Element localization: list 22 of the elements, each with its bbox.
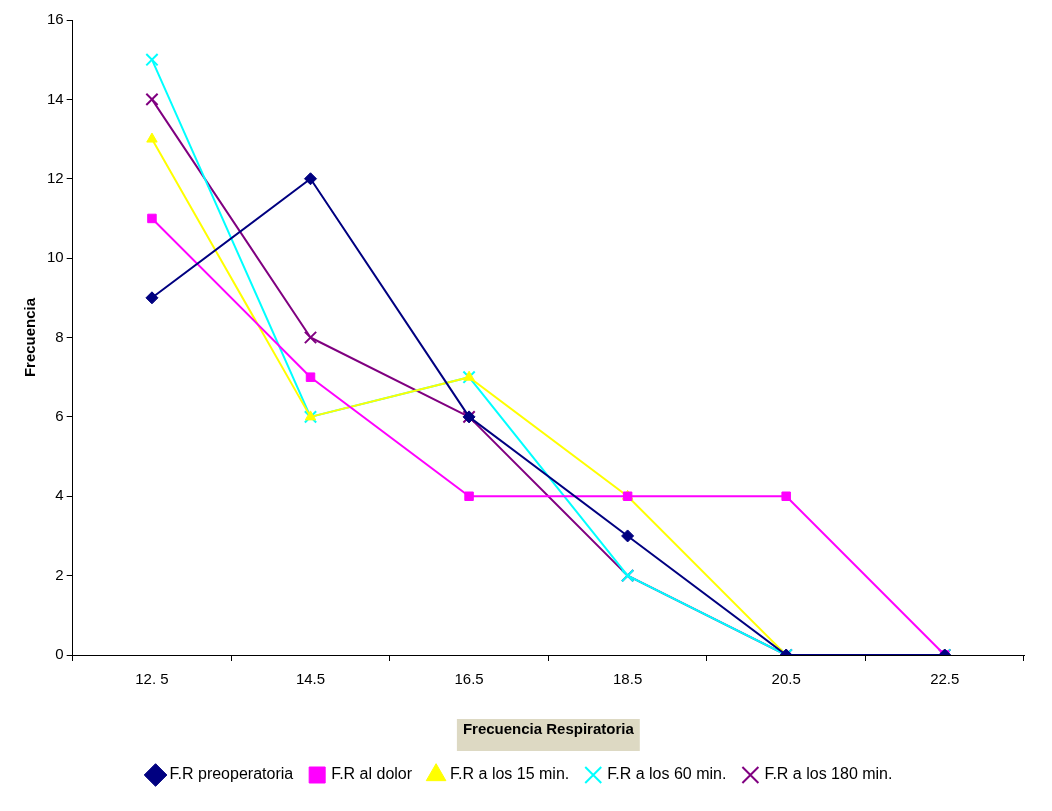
legend-label: F.R a los 15 min. <box>450 765 570 783</box>
legend-label: F.R a los 60 min. <box>607 765 727 783</box>
x-tick-label: 18.5 <box>613 670 643 688</box>
x-tick-label: 14.5 <box>295 670 326 688</box>
y-tick-label: 14 <box>47 89 64 107</box>
x-tick-label: 22.5 <box>930 670 960 688</box>
y-tick-label: 2 <box>55 565 64 583</box>
y-tick-label: 10 <box>47 248 64 266</box>
y-tick-label: 8 <box>55 327 64 345</box>
y-tick-label: 12 <box>47 168 64 186</box>
legend-label: F.R preoperatoria <box>169 765 294 783</box>
x-axis-title: Frecuencia Respiratoria <box>462 720 635 738</box>
legend-label: F.R a los 180 min. <box>764 765 893 783</box>
y-axis-title: Frecuencia <box>21 297 39 378</box>
x-tick-label: 12. 5 <box>135 670 169 688</box>
y-tick-label: 6 <box>55 407 64 425</box>
legend-label: F.R al dolor <box>331 765 413 783</box>
y-tick-label: 4 <box>55 486 64 504</box>
y-tick-label: 0 <box>55 645 64 663</box>
x-tick-label: 20.5 <box>771 670 801 688</box>
x-tick-label: 16.5 <box>454 670 484 688</box>
y-tick-label: 16 <box>47 10 64 28</box>
